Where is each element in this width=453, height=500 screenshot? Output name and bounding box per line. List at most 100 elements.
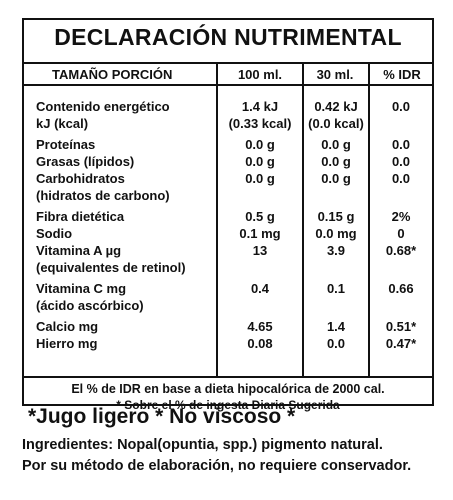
value-line: (0.0 kcal) (308, 116, 364, 131)
value-line: 0.0 (326, 336, 346, 351)
value-line: 0.15 g (317, 209, 355, 224)
value-line: 0.0 g (321, 171, 351, 186)
value-v100: 0.4 (218, 280, 302, 314)
nutrient-label-line: Vitamina C mg (36, 281, 127, 296)
value-line: 0.0 g (321, 154, 351, 169)
value-line: 0.66 (388, 281, 414, 296)
nutrient-label: Contenido energético kJ (kcal) (36, 98, 170, 132)
nutrient-label-line: (hidratos de carbono) (36, 188, 170, 203)
value-line: 0.0 g (245, 171, 275, 186)
value-line (304, 297, 368, 314)
value-line: 0.0 mg (315, 226, 357, 241)
value-line: 0.0 (391, 99, 411, 114)
value-v30: 0.1 (304, 280, 368, 314)
value-line: 13 (252, 243, 268, 258)
nutrient-label-line: Hierro mg (36, 336, 98, 351)
nutrient-label: Hierro mg (36, 335, 97, 352)
value-idr: 0.0 (370, 170, 432, 204)
value-line (370, 259, 432, 276)
value-idr: 2% (370, 208, 432, 225)
header-100ml: 100 ml. (237, 67, 283, 82)
value-line: 0.42 kJ (314, 99, 358, 114)
nutrient-label: Carbohidratos (hidratos de carbono) (36, 170, 170, 204)
value-v100: 0.0 g (218, 136, 302, 153)
value-line: 0.0 (391, 171, 411, 186)
nutrient-label: Vitamina C mg (ácido ascórbico) (36, 280, 144, 314)
footnote-ingesta: * Sobre el % de ingesta Diaria Sugerida (116, 398, 340, 412)
nutrient-label-line: Fibra dietética (36, 209, 125, 224)
value-v30: 1.4 (304, 318, 368, 335)
value-v100: 0.5 g (218, 208, 302, 225)
value-idr: 0 (370, 225, 432, 242)
panel-title: DECLARACIÓN NUTRIMENTAL (54, 24, 402, 50)
value-line: 0.47* (385, 336, 417, 351)
nutrient-label: Sodio (36, 225, 72, 242)
nutrient-label-line: Grasas (lípidos) (36, 154, 135, 169)
value-line: 1.4 (326, 319, 346, 334)
nutrient-label: Vitamina A µg (equivalentes de retinol) (36, 242, 186, 276)
value-v30: 0.0 (304, 335, 368, 352)
value-line: 0.0 g (245, 154, 275, 169)
value-idr: 0.0 (370, 153, 432, 170)
value-line: 0.1 (326, 281, 346, 296)
value-line: (0.33 kcal) (228, 116, 292, 131)
nutrient-label-line: kJ (kcal) (36, 116, 89, 131)
value-v100: 4.65 (218, 318, 302, 335)
nutrient-label-line: (equivalentes de retinol) (36, 260, 186, 275)
value-line: 0.5 g (245, 209, 275, 224)
value-line: 0.0 g (245, 137, 275, 152)
preservative-note: Por su método de elaboración, no requier… (22, 458, 412, 474)
value-line (218, 187, 302, 204)
value-line (370, 297, 432, 314)
value-v30: 0.0 g (304, 153, 368, 170)
value-line (304, 259, 368, 276)
value-idr: 0.66 (370, 280, 432, 314)
nutrient-label-line: Calcio mg (36, 319, 99, 334)
nutrient-label-line: (ácido ascórbico) (36, 298, 144, 313)
value-v30: 0.0 g (304, 136, 368, 153)
value-v30: 0.42 kJ (0.0 kcal) (304, 98, 368, 132)
value-line: 0.1 mg (239, 226, 281, 241)
nutrient-label-line: Sodio (36, 226, 73, 241)
value-idr: 0.51* (370, 318, 432, 335)
header-idr: % IDR (383, 67, 421, 82)
value-idr: 0.47* (370, 335, 432, 352)
header-30ml: 30 ml. (316, 67, 354, 82)
value-line (304, 187, 368, 204)
value-line: 0.0 (391, 137, 411, 152)
nutrient-label-line: Carbohidratos (36, 171, 125, 186)
value-v30: 3.9 (304, 242, 368, 276)
footer-divider (24, 376, 432, 378)
value-v100: 0.0 g (218, 170, 302, 204)
value-line: 0.0 g (321, 137, 351, 152)
value-line (218, 297, 302, 314)
value-line: 4.65 (247, 319, 273, 334)
value-v30: 0.0 g (304, 170, 368, 204)
value-v100: 0.08 (218, 335, 302, 352)
value-v30: 0.15 g (304, 208, 368, 225)
value-v30: 0.0 mg (304, 225, 368, 242)
value-v100: 0.1 mg (218, 225, 302, 242)
value-idr: 0.0 (370, 98, 432, 132)
value-line: 0.08 (247, 336, 273, 351)
value-line (370, 187, 432, 204)
value-line (370, 115, 432, 132)
value-v100: 13 (218, 242, 302, 276)
column-divider (216, 62, 218, 377)
nutrient-label-line: Proteínas (36, 137, 96, 152)
value-v100: 1.4 kJ (0.33 kcal) (218, 98, 302, 132)
nutrient-label-line: Vitamina A µg (36, 243, 122, 258)
ingredients-line: Ingredientes: Nopal(opuntia, spp.) pigme… (22, 437, 383, 453)
value-line: 0.0 (391, 154, 411, 169)
value-line: 2% (391, 209, 411, 224)
nutrition-panel: DECLARACIÓN NUTRIMENTAL TAMAÑO PORCIÓN 1… (22, 18, 434, 412)
nutrient-label: Proteínas (36, 136, 95, 153)
value-v100: 0.0 g (218, 153, 302, 170)
nutrient-label-line: Contenido energético (36, 99, 170, 114)
value-line: 3.9 (326, 243, 346, 258)
footnote-idr: El % de IDR en base a dieta hipocalórica… (71, 382, 385, 396)
value-line: 1.4 kJ (241, 99, 279, 114)
value-idr: 0.68* (370, 242, 432, 276)
value-line (218, 259, 302, 276)
value-line: 0 (397, 226, 405, 241)
